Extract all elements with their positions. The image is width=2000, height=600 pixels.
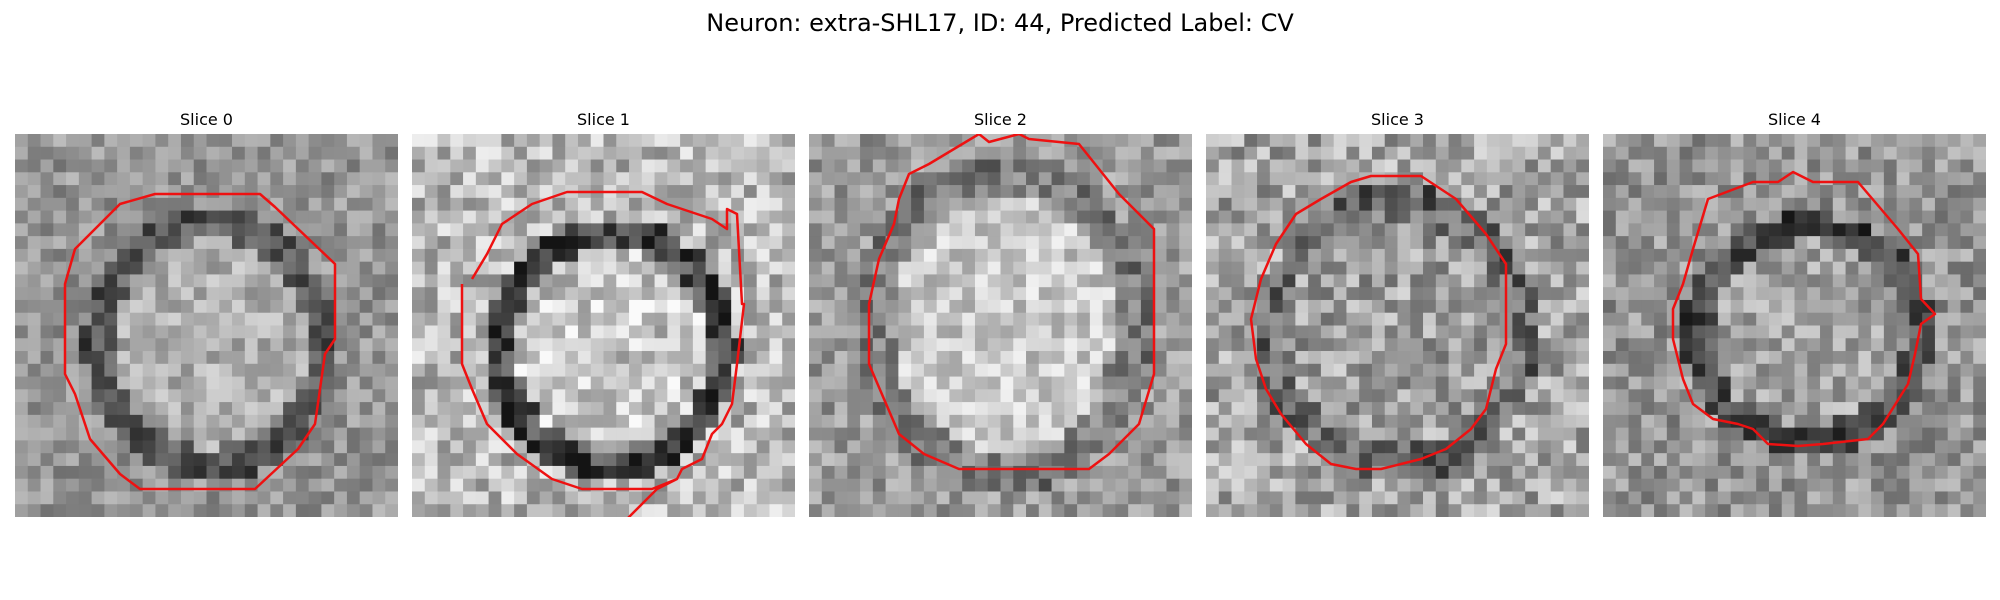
slice-title-4: Slice 4 bbox=[1603, 110, 1986, 130]
slice-image-1 bbox=[412, 134, 795, 517]
slice-title-3: Slice 3 bbox=[1206, 110, 1589, 130]
slice-image-4 bbox=[1603, 134, 1986, 517]
slice-title-1: Slice 1 bbox=[412, 110, 795, 130]
slice-image-2 bbox=[809, 134, 1192, 517]
slice-image-3 bbox=[1206, 134, 1589, 517]
slice-image-0 bbox=[15, 134, 398, 517]
slice-title-2: Slice 2 bbox=[809, 110, 1192, 130]
figure-title: Neuron: extra-SHL17, ID: 44, Predicted L… bbox=[0, 8, 2000, 38]
slice-title-0: Slice 0 bbox=[15, 110, 398, 130]
